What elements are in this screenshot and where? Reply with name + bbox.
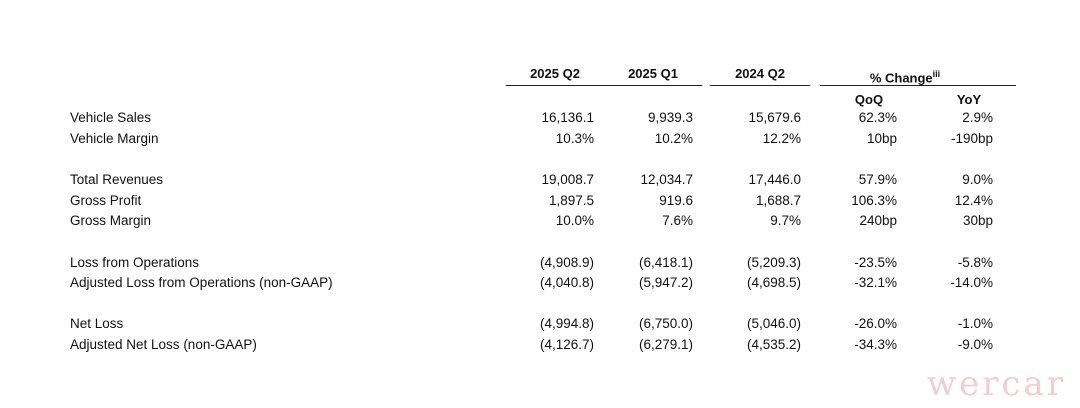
row-label: Gross Margin (70, 213, 152, 228)
table-row-adjusted-loss-from-operations: Adjusted Loss from Operations (non-GAAP)… (0, 273, 1080, 293)
value-2025-q2: (4,126.7) (539, 337, 594, 352)
value-yoy: 30bp (962, 213, 993, 228)
table-row-total-revenues: Total Revenues 19,008.7 12,034.7 17,446.… (0, 170, 1080, 190)
header-underline-pct-change (820, 85, 1016, 86)
value-2024-q2: 9.7% (770, 213, 801, 228)
value-yoy: 2.9% (962, 110, 993, 125)
value-2024-q2: (5,046.0) (746, 316, 801, 331)
value-2025-q1: 10.2% (654, 131, 693, 146)
value-2025-q1: 9,939.3 (647, 110, 693, 125)
value-yoy: 12.4% (954, 193, 993, 208)
row-label: Vehicle Margin (70, 131, 159, 146)
header-underline-2025-q1 (604, 85, 702, 86)
table-row-vehicle-margin: Vehicle Margin 10.3% 10.2% 12.2% 10bp -1… (0, 129, 1080, 149)
row-label: Total Revenues (70, 172, 164, 187)
value-2024-q2: 15,679.6 (748, 110, 801, 125)
header-2025-q2: 2025 Q2 (530, 66, 580, 81)
value-2025-q2: 10.3% (555, 131, 594, 146)
value-qoq: -34.3% (854, 337, 897, 352)
value-2024-q2: (4,698.5) (746, 275, 801, 290)
table-row-adjusted-net-loss: Adjusted Net Loss (non-GAAP) (4,126.7) (… (0, 335, 1080, 355)
value-2025-q2: (4,908.9) (539, 255, 594, 270)
value-2025-q2: 19,008.7 (541, 172, 594, 187)
value-2024-q2: (5,209.3) (746, 255, 801, 270)
row-label: Gross Profit (70, 193, 142, 208)
value-2025-q2: 10.0% (555, 213, 594, 228)
header-yoy: YoY (956, 92, 982, 107)
row-label: Adjusted Loss from Operations (non-GAAP) (70, 275, 333, 290)
value-2025-q2: 1,897.5 (548, 193, 594, 208)
table-row-gross-profit: Gross Profit 1,897.5 919.6 1,688.7 106.3… (0, 191, 1080, 211)
header-qoq: QoQ (854, 92, 884, 107)
value-2024-q2: 12.2% (762, 131, 801, 146)
table-row-loss-from-operations: Loss from Operations (4,908.9) (6,418.1)… (0, 253, 1080, 273)
pct-change-label: % Change (869, 70, 933, 86)
header-2024-q2: 2024 Q2 (735, 66, 785, 81)
row-label: Net Loss (70, 316, 124, 331)
value-qoq: -32.1% (854, 275, 897, 290)
table-row-vehicle-sales: Vehicle Sales 16,136.1 9,939.3 15,679.6 … (0, 108, 1080, 128)
value-yoy: -1.0% (957, 316, 993, 331)
watermark: wercar (926, 364, 1066, 404)
value-yoy: -190bp (950, 131, 993, 146)
pct-change-footnote: iii (932, 69, 941, 79)
value-2025-q1: (6,418.1) (638, 255, 693, 270)
value-2024-q2: 1,688.7 (755, 193, 801, 208)
value-yoy: -14.0% (950, 275, 993, 290)
value-2024-q2: (4,535.2) (746, 337, 801, 352)
value-2025-q1: 919.6 (659, 193, 693, 208)
row-label: Vehicle Sales (70, 110, 152, 125)
value-2025-q2: (4,994.8) (539, 316, 594, 331)
table-row-net-loss: Net Loss (4,994.8) (6,750.0) (5,046.0) -… (0, 314, 1080, 334)
value-qoq: 57.9% (858, 172, 897, 187)
value-qoq: -26.0% (854, 316, 897, 331)
header-underline-2025-q2 (506, 85, 604, 86)
value-qoq: 106.3% (851, 193, 897, 208)
value-qoq: 10bp (866, 131, 897, 146)
value-yoy: 9.0% (962, 172, 993, 187)
value-2025-q1: 7.6% (662, 213, 693, 228)
header-underline-2024-q2 (710, 85, 810, 86)
row-label: Loss from Operations (70, 255, 200, 270)
value-2025-q2: (4,040.8) (539, 275, 594, 290)
header-2025-q1: 2025 Q1 (628, 66, 678, 81)
value-yoy: -9.0% (957, 337, 993, 352)
value-2025-q1: 12,034.7 (640, 172, 693, 187)
value-2025-q1: (6,750.0) (638, 316, 693, 331)
table-row-gross-margin: Gross Margin 10.0% 7.6% 9.7% 240bp 30bp (0, 211, 1080, 231)
value-2025-q2: 16,136.1 (541, 110, 594, 125)
value-yoy: -5.8% (957, 255, 993, 270)
value-2025-q1: (5,947.2) (638, 275, 693, 290)
value-2024-q2: 17,446.0 (748, 172, 801, 187)
value-qoq: 62.3% (858, 110, 897, 125)
value-qoq: -23.5% (854, 255, 897, 270)
value-2025-q1: (6,279.1) (638, 337, 693, 352)
value-qoq: 240bp (859, 213, 897, 228)
row-label: Adjusted Net Loss (non-GAAP) (70, 337, 257, 352)
header-pct-change: % Changeiii (840, 66, 970, 86)
